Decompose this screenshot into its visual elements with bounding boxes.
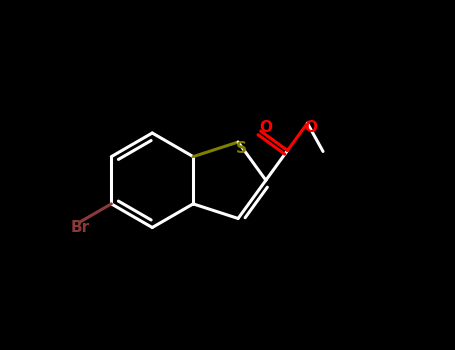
Text: Br: Br <box>71 220 90 235</box>
Text: S: S <box>235 141 247 156</box>
Text: O: O <box>259 120 272 135</box>
Text: O: O <box>304 120 317 135</box>
